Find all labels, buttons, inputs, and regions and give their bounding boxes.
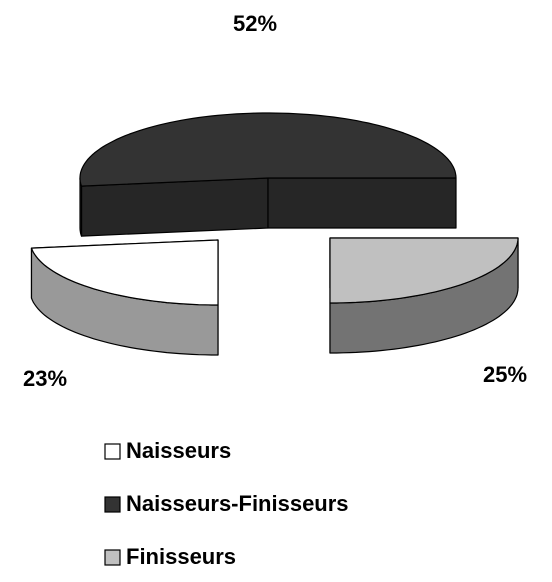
slice xyxy=(30,239,219,306)
data-label: 52% xyxy=(233,11,277,36)
legend-swatch xyxy=(104,549,121,566)
legend-swatch xyxy=(104,496,121,513)
legend-swatch xyxy=(104,443,121,460)
slice-cut-face xyxy=(80,177,269,237)
slice-cut-face xyxy=(267,177,457,229)
slice-side xyxy=(79,177,83,237)
slice xyxy=(79,112,457,187)
legend-label: Naisseurs xyxy=(126,438,231,463)
slice xyxy=(329,237,519,304)
legend-label: Finisseurs xyxy=(126,544,236,569)
legend-label: Naisseurs-Finisseurs xyxy=(126,491,349,516)
data-label: 25% xyxy=(483,362,527,387)
data-label: 23% xyxy=(23,366,67,391)
